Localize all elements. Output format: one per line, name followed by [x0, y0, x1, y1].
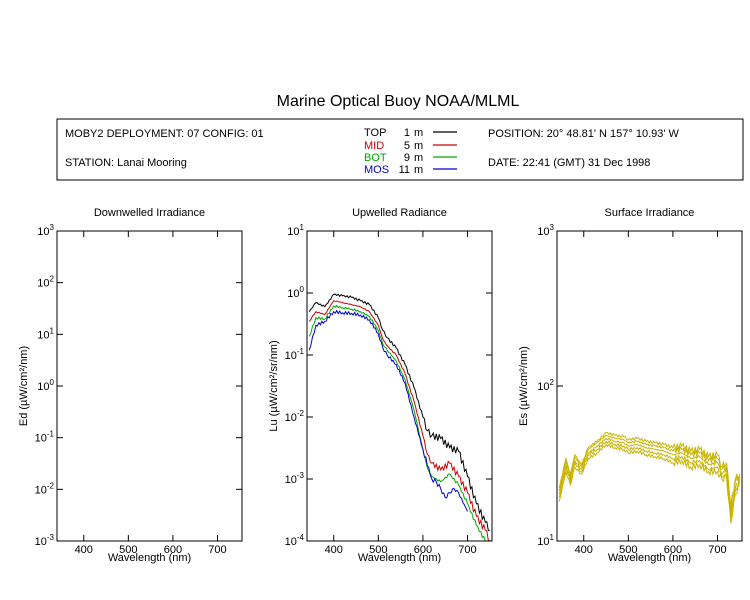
x-tick-label: 700	[458, 544, 476, 556]
series-line-es-scan-5	[558, 443, 741, 524]
y-tick-label: 10-3	[35, 533, 55, 548]
deployment-text: MOBY2 DEPLOYMENT: 07 CONFIG: 01	[65, 128, 264, 140]
y-tick-label: 102	[537, 378, 554, 393]
x-tick-label: 400	[75, 544, 93, 556]
series-line-es-scan-1	[558, 431, 741, 506]
series-line-es-scan-3	[558, 437, 741, 514]
x-tick-label: 400	[325, 544, 343, 556]
x-tick-label: 500	[119, 544, 137, 556]
series-group	[308, 293, 491, 541]
station-text: STATION: Lanai Mooring	[65, 157, 187, 169]
x-axis-label: Wavelength (nm)	[608, 552, 691, 564]
figure-title: Marine Optical Buoy NOAA/MLML	[277, 93, 520, 110]
y-tick-label: 100	[37, 378, 54, 393]
y-tick-label: 103	[37, 223, 54, 238]
legend-depth-mid: 5	[404, 140, 410, 152]
legend-unit-top: m	[414, 127, 423, 139]
panel-downwelled-irradiance: Downwelled Irradiance 400 500 600 700 10-3 10-…	[18, 207, 243, 564]
x-tick-label: 700	[708, 544, 726, 556]
legend-unit-mos: m	[414, 164, 423, 176]
x-tick-label: 500	[369, 544, 387, 556]
y-axis-label: Lu (µW/cm²/sr/nm)	[268, 340, 280, 431]
y-axis-label: Ed (µW/cm²/nm)	[18, 346, 30, 426]
series-line-mos	[308, 309, 468, 512]
y-tick-label: 102	[37, 275, 54, 290]
legend-name-mid: MID	[364, 140, 384, 152]
legend-name-top: TOP	[364, 127, 386, 139]
x-tick-label: 600	[664, 544, 682, 556]
x-tick-label: 600	[164, 544, 182, 556]
y-tick-label: 10-3	[285, 471, 305, 486]
x-axis-label: Wavelength (nm)	[108, 552, 191, 564]
legend-depth-mos: 11	[399, 164, 410, 176]
panel-title: Surface Irradiance	[605, 207, 695, 219]
x-tick-label: 500	[619, 544, 637, 556]
y-tick-label: 103	[537, 223, 554, 238]
x-axis-label: Wavelength (nm)	[358, 552, 441, 564]
legend-name-bot: BOT	[364, 152, 387, 164]
panel-title: Upwelled Radiance	[352, 207, 447, 219]
panel-upwelled-radiance: Upwelled Radiance 400 500 600 700 10-4 10-3 10-…	[268, 207, 493, 564]
y-tick-label: 10-1	[35, 430, 55, 445]
legend-name-mos: MOS	[364, 164, 389, 176]
y-tick-label: 10-1	[285, 347, 305, 362]
series-group	[558, 431, 741, 524]
legend-depth-top: 1	[404, 127, 410, 139]
y-tick-label: 101	[37, 326, 54, 341]
plot-frame	[306, 230, 493, 542]
info-box	[56, 118, 744, 181]
series-line-es-scan-2	[558, 434, 741, 510]
y-tick-label: 10-2	[285, 409, 305, 424]
y-tick-label: 101	[287, 223, 304, 238]
date-text: DATE: 22:41 (GMT) 31 Dec 1998	[488, 157, 650, 169]
panel-surface-irradiance: Surface Irradiance 400 500 600 700 101 102 103 W…	[518, 207, 743, 564]
x-tick-label: 400	[575, 544, 593, 556]
series-line-mid	[308, 300, 491, 541]
legend-unit-mid: m	[414, 140, 423, 152]
y-tick-label: 10-4	[285, 533, 305, 548]
plot-frame	[556, 230, 743, 542]
y-tick-label: 100	[287, 285, 304, 300]
y-tick-label: 10-2	[35, 481, 55, 496]
y-tick-label: 101	[537, 533, 554, 548]
x-tick-label: 600	[414, 544, 432, 556]
x-tick-label: 700	[208, 544, 226, 556]
y-axis-label: Es (µW/cm²/nm)	[518, 346, 530, 426]
legend-depth-bot: 9	[404, 152, 410, 164]
panel-title: Downwelled Irradiance	[94, 207, 205, 219]
series-line-es-scan-4	[558, 440, 741, 519]
legend-unit-bot: m	[414, 152, 423, 164]
series-line-top	[308, 293, 490, 532]
position-text: POSITION: 20° 48.81' N 157° 10.93' W	[488, 128, 680, 140]
series-line-bot	[308, 304, 486, 541]
plot-frame	[56, 230, 243, 542]
